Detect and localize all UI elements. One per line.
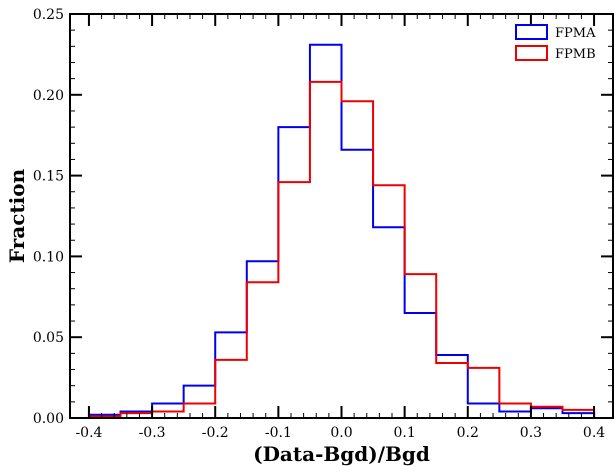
y-tick-label: 0.05: [33, 330, 64, 346]
y-axis-ticks: 0.00 0.05 0.10 0.15 0.20 0.25: [33, 7, 613, 427]
x-tick-label: 0.0: [330, 425, 352, 441]
x-tick-label: 0.2: [457, 425, 479, 441]
y-tick-label: 0.25: [33, 7, 64, 23]
y-tick-label: 0.15: [33, 169, 64, 185]
x-tick-label: 0.1: [394, 425, 416, 441]
x-tick-label: -0.2: [202, 425, 229, 441]
series-fpmb-step-line: [87, 80, 596, 418]
legend: FPMA FPMB: [515, 24, 596, 62]
y-tick-label: 0.10: [33, 249, 64, 265]
x-tick-label: -0.4: [75, 425, 102, 441]
x-tick-label: 0.4: [583, 425, 605, 441]
legend-swatch-fpmb: [515, 45, 548, 61]
y-tick-label: 0.00: [33, 411, 64, 427]
y-axis-title: Fraction: [5, 168, 29, 263]
x-tick-label: 0.3: [520, 425, 542, 441]
x-tick-label: -0.1: [265, 425, 292, 441]
legend-label-fpma: FPMA: [555, 26, 596, 41]
y-tick-label: 0.20: [33, 88, 64, 104]
legend-swatch-fpma: [515, 24, 548, 40]
x-axis-ticks: -0.4 -0.3 -0.2 -0.1 0.0 0.1 0.2 0.3 0.4: [75, 14, 605, 441]
series-layer: [87, 43, 596, 418]
x-axis-title: (Data-Bgd)/Bgd: [253, 442, 430, 466]
x-tick-label: -0.3: [139, 425, 166, 441]
legend-label-fpmb: FPMB: [555, 47, 596, 62]
